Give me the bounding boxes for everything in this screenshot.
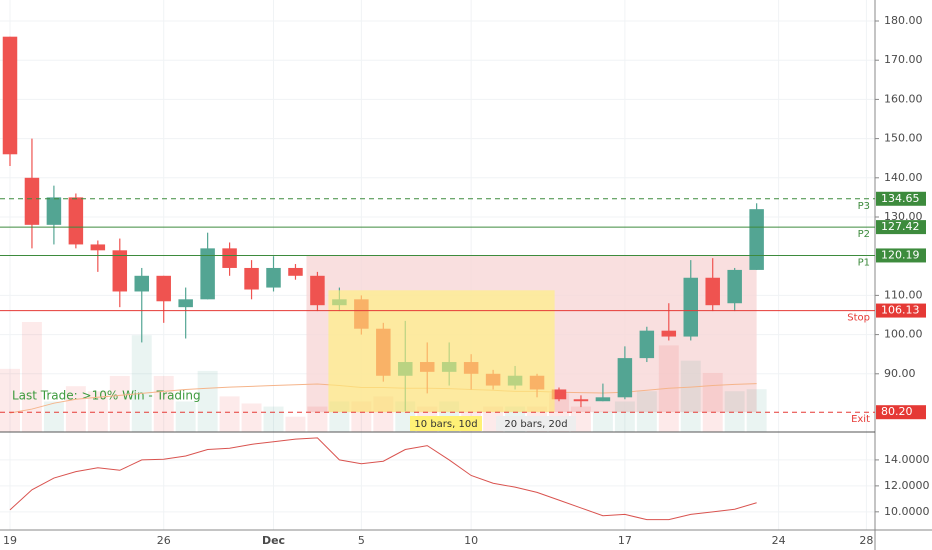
candle-body [90,244,106,251]
volume-bar [636,391,657,432]
level-value: 134.65 [881,192,920,205]
volume-bar [702,372,723,432]
x-tick-label: 24 [772,534,786,547]
x-tick-label: 10 [464,534,478,547]
volume-bar [43,401,64,432]
zone-label: 10 bars, 10d [414,419,477,430]
volume-bar [263,406,284,432]
x-tick-label: Dec [262,534,285,547]
x-tick-label: 26 [157,534,171,547]
volume-bar [21,322,42,432]
level-tag [876,220,926,235]
background-layer [0,0,875,530]
y-tick-label: 150.00 [884,132,923,145]
x-tick-label: 19 [3,534,17,547]
candle-body [266,267,281,288]
volume-bar [87,391,108,432]
volume-bar [65,386,86,432]
volume-bar [307,406,328,432]
level-name: P2 [858,229,870,240]
volume-bar [241,403,262,432]
volume-bar [680,360,701,432]
y-tick-label: 130.00 [884,210,923,223]
level-name: P3 [858,201,870,212]
candle-body [46,197,62,225]
level-value: 106.13 [881,304,920,317]
x-tick-label: 17 [618,534,632,547]
candle-body [617,358,633,398]
candle-body [178,299,193,308]
candle-body [573,399,589,402]
indicator-tick-label: 14.0000 [884,453,930,466]
candle-body [595,397,611,402]
y-tick-label: 180.00 [884,14,923,27]
y-tick-label: 110.00 [884,288,923,301]
level-value: 127.42 [881,220,920,233]
candle-body [24,177,40,225]
candle-body [661,330,677,337]
candle-body [244,267,259,290]
level-tag [876,303,926,318]
volume-bar [724,391,745,432]
volume-bar [197,370,218,432]
volume-bar [219,396,240,432]
level-value: 120.19 [881,248,920,261]
y-tick-label: 90.00 [884,367,916,380]
candle-body [727,269,742,304]
volume-bar [592,411,613,432]
indicator-line [9,437,757,521]
zone-label-bg [496,416,576,431]
volume-bar [131,335,152,432]
candle-body [112,250,128,292]
y-tick-label: 140.00 [884,171,923,184]
zone-label: 20 bars, 20d [504,419,567,430]
y-tick-label: 170.00 [884,53,923,66]
volume-bar [109,375,130,432]
level-value: 80.20 [881,405,913,418]
indicator-tick-label: 10.0000 [884,505,930,518]
zone-label-bg [410,416,482,431]
candle-body [310,275,325,306]
candle-body [683,277,699,337]
level-tag [876,191,926,206]
candle-body [639,330,655,359]
hold-zone [328,290,555,413]
candle-body [156,275,171,302]
candle-body [705,277,720,306]
x-tick-label: 28 [859,534,873,547]
candle-body [200,248,215,300]
volume-bar [153,375,174,432]
x-tick-label: 5 [358,534,365,547]
candle-body [551,389,567,400]
candle-body [134,275,149,292]
volume-bar [175,401,196,432]
y-tick-label: 160.00 [884,92,923,105]
candle-body [222,248,237,268]
level-name: Stop [847,313,870,324]
level-tag [876,405,926,420]
volume-bar [285,416,306,432]
indicator-tick-label: 12.0000 [884,479,930,492]
level-name: Exit [851,414,870,425]
candle-body [68,197,84,245]
level-tag [876,248,926,263]
y-tick-label: 100.00 [884,328,923,341]
level-name: P1 [858,257,870,268]
volume-bar [614,401,635,432]
volume-bar [0,368,20,432]
candle-body [288,267,303,276]
candle-body [2,36,18,155]
volume-bar [746,389,767,432]
candle-body [749,209,764,270]
